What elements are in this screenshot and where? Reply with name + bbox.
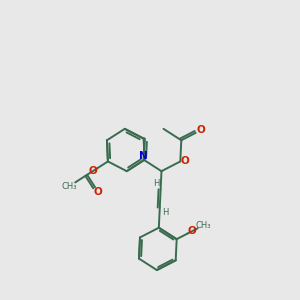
Text: O: O	[196, 125, 205, 135]
Text: H: H	[153, 179, 159, 188]
Text: O: O	[94, 187, 102, 197]
Text: O: O	[180, 156, 189, 167]
Text: CH₃: CH₃	[61, 182, 77, 191]
Text: CH₃: CH₃	[196, 221, 212, 230]
Text: O: O	[89, 166, 98, 176]
Text: N: N	[139, 151, 148, 161]
Text: H: H	[162, 208, 168, 217]
Text: O: O	[188, 226, 197, 236]
